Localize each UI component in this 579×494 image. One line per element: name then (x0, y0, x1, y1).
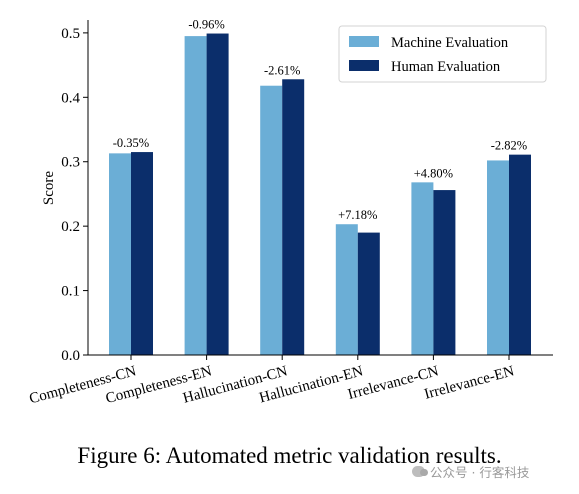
data-label-1: -0.35% (113, 136, 149, 150)
y-tick-label: 0.5 (61, 26, 80, 42)
y-tick-label: 0.1 (61, 284, 80, 300)
y-tick-label: 0.3 (61, 155, 80, 171)
legend: Machine Evaluation Human Evaluation (338, 25, 547, 83)
bar-machine-6 (487, 160, 509, 355)
bar-machine-5 (411, 182, 434, 355)
legend-box (338, 25, 547, 83)
bar-human-1 (131, 152, 153, 355)
data-label-4: +7.18% (338, 208, 377, 222)
bar-human-2 (206, 33, 229, 356)
y-tick-label: 0.2 (61, 219, 80, 235)
legend-swatch-machine (349, 36, 379, 47)
data-label-2: -0.96% (188, 18, 224, 32)
bar-chart: -0.35% -0.96% -2.61% +7.18% +4.80% -2.82% 0.0… (28, 18, 553, 407)
watermark: 公众号 · 行客科技 (412, 462, 529, 481)
y-tick-label: 0.0 (61, 348, 80, 364)
watermark-text: 公众号 · 行客科技 (430, 465, 530, 480)
bar-human-6 (509, 154, 531, 355)
x-axis: Completeness-CNCompleteness-ENHallucinat… (28, 354, 553, 407)
bar-machine-1 (109, 153, 131, 355)
bar-machine-3 (260, 85, 283, 355)
bar-machine-4 (335, 224, 358, 355)
bar-human-3 (282, 79, 305, 356)
bar-human-5 (433, 190, 456, 355)
y-axis: 0.0 0.1 0.2 0.3 0.4 0.5 (61, 20, 89, 364)
figure-caption: Figure 6: Automated metric validation re… (77, 443, 502, 468)
data-label-3: -2.61% (264, 63, 300, 77)
y-tick-label: 0.4 (61, 90, 80, 106)
bar-human-4 (357, 232, 380, 355)
legend-swatch-human (349, 60, 379, 71)
legend-label-machine: Machine Evaluation (391, 35, 509, 51)
wechat-icon (412, 466, 428, 477)
plot-area: -0.35% -0.96% -2.61% +7.18% +4.80% -2.82% (109, 18, 531, 356)
legend-label-human: Human Evaluation (391, 59, 501, 75)
bar-machine-2 (184, 36, 207, 355)
data-label-5: +4.80% (414, 166, 453, 180)
y-axis-title: Score (41, 171, 57, 205)
data-label-6: -2.82% (491, 139, 527, 153)
